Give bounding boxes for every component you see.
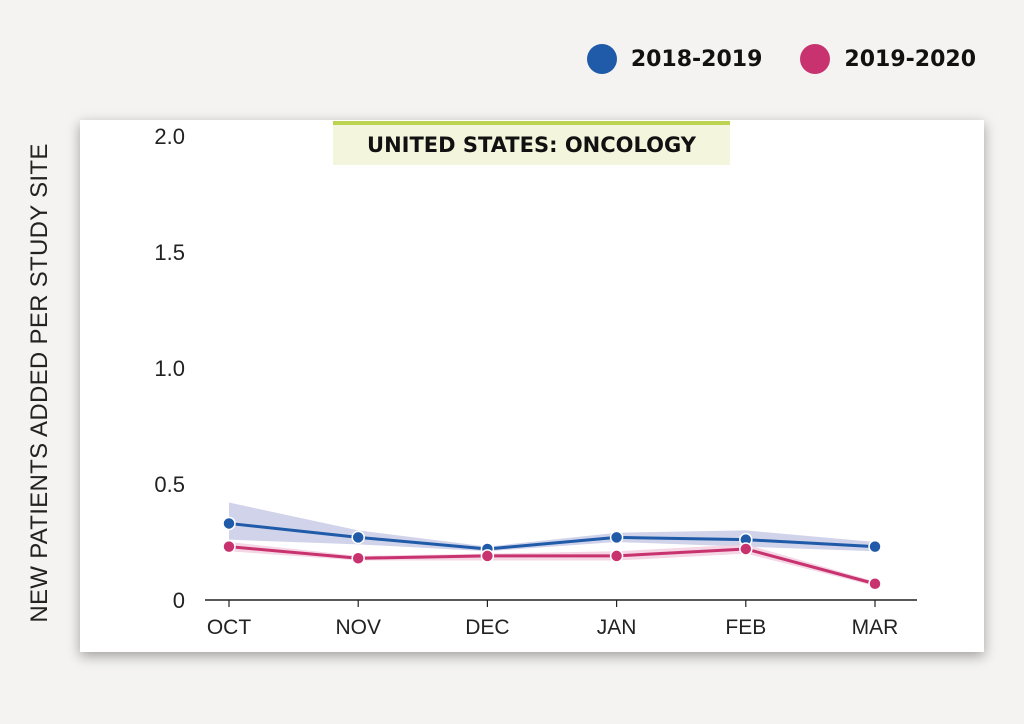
x-tick-label-jan: JAN [597, 616, 637, 639]
data-point-2019-2020-feb [739, 542, 753, 556]
series-line-2019-2020 [228, 545, 876, 586]
data-point-2018-2019-nov [351, 530, 365, 545]
data-point-2019-2020-jan [609, 549, 624, 563]
data-point-2019-2020-oct [222, 539, 236, 554]
data-point-2018-2019-jan [609, 530, 624, 545]
data-point-2019-2020-dec [480, 549, 495, 563]
legend-item-2019-2020: 2019-2020 [800, 44, 976, 74]
x-tick-label-dec: DEC [465, 616, 509, 639]
legend-marker-2018-2019 [586, 44, 617, 74]
legend-label-2018-2019: 2018-2019 [630, 46, 763, 72]
chart-title: UNITED STATES: ONCOLOGY [333, 121, 730, 165]
y-tick-label-0: 0 [173, 588, 185, 613]
legend-item-2018-2019: 2018-2019 [586, 44, 763, 74]
legend: 2018-2019 2019-2020 [549, 44, 976, 74]
x-tick-label-nov: NOV [335, 616, 381, 639]
x-tick-label-feb: FEB [725, 616, 766, 639]
y-tick-label-2.0: 2.0 [154, 124, 185, 149]
data-point-2018-2019-oct [222, 516, 236, 531]
legend-marker-2019-2020 [800, 44, 831, 74]
y-tick-label-0.5: 0.5 [154, 472, 185, 497]
y-tick-label-1.5: 1.5 [154, 240, 185, 265]
data-point-2019-2020-nov [351, 551, 365, 565]
series-band-2019-2020 [229, 542, 875, 587]
data-point-2018-2019-mar [868, 539, 882, 554]
chart-panel [80, 120, 984, 652]
x-tick-label-oct: OCT [207, 616, 252, 639]
x-tick-label-mar: MAR [852, 616, 899, 639]
y-tick-label-1.0: 1.0 [154, 356, 185, 381]
series-line-2018-2019 [228, 521, 876, 551]
data-point-2019-2020-mar [868, 577, 882, 591]
legend-label-2019-2020: 2019-2020 [844, 46, 976, 72]
